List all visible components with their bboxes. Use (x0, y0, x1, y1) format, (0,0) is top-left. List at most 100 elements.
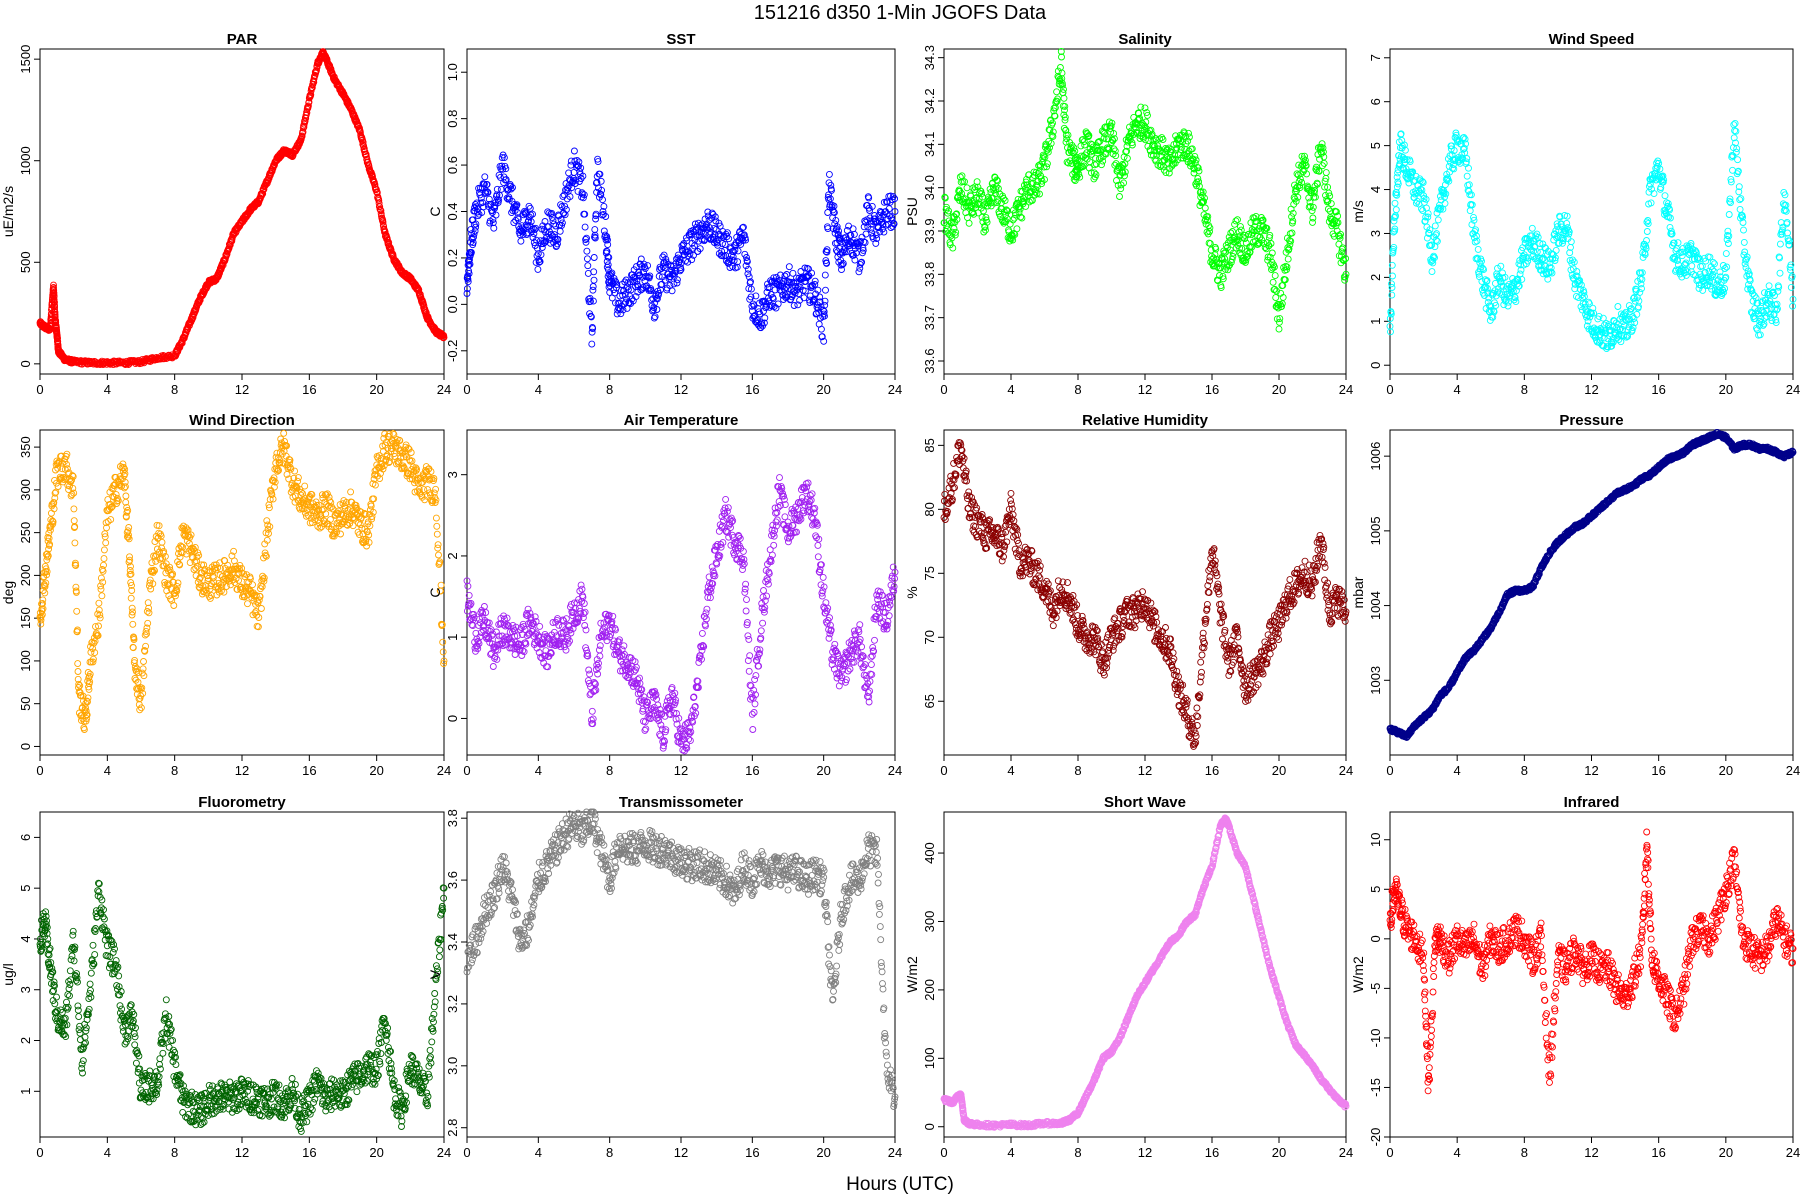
data-point (473, 208, 481, 216)
x-tick-label: 16 (1205, 382, 1219, 397)
data-point (71, 539, 79, 547)
data-point (588, 340, 596, 348)
data-point (127, 594, 135, 602)
x-tick-label: 24 (437, 763, 451, 778)
data-point (554, 240, 561, 248)
data-point (1761, 314, 1769, 322)
data-point (466, 256, 473, 264)
data-point (500, 154, 508, 162)
data-point (362, 150, 370, 158)
data-point (817, 325, 825, 333)
data-point (1740, 238, 1748, 246)
y-tick-label: 150 (18, 607, 33, 629)
data-point (785, 263, 793, 271)
data-point (850, 230, 858, 238)
data-point (965, 219, 973, 227)
data-point (533, 236, 540, 244)
data-point (490, 224, 498, 232)
data-point (39, 596, 47, 604)
data-point (584, 262, 592, 270)
data-point (158, 538, 166, 546)
x-tick-label: 20 (816, 382, 830, 397)
x-tick-label: 16 (745, 382, 759, 397)
data-point (1275, 325, 1283, 333)
x-tick-label: 8 (171, 382, 178, 397)
data-point (1474, 245, 1482, 253)
data-point (548, 209, 556, 217)
data-point (484, 188, 492, 196)
x-tick-label: 12 (1584, 382, 1598, 397)
data-point (1674, 239, 1682, 247)
data-point (1081, 141, 1089, 149)
data-point (100, 555, 108, 563)
data-point (830, 202, 838, 210)
x-tick-label: 20 (369, 382, 383, 397)
data-point (519, 231, 527, 239)
x-tick-label: 0 (463, 382, 470, 397)
data-point (528, 226, 536, 234)
data-point (469, 239, 477, 246)
data-point (1666, 223, 1674, 231)
y-tick-label: 0.4 (445, 202, 460, 220)
y-tick-label: 34.3 (922, 45, 937, 70)
series-points (36, 48, 448, 369)
data-point (298, 132, 306, 140)
data-point (825, 170, 833, 178)
data-point (530, 239, 538, 247)
data-point (481, 173, 489, 181)
x-tick-label: 24 (437, 382, 451, 397)
data-point (98, 592, 106, 600)
data-point (1271, 272, 1279, 280)
data-point (377, 210, 385, 218)
data-point (1272, 294, 1280, 302)
data-point (219, 261, 227, 269)
x-tick-label: 16 (302, 382, 316, 397)
x-tick-label: 8 (1074, 382, 1081, 397)
data-point (1643, 228, 1651, 235)
y-axis-label: PSU (904, 197, 920, 226)
data-point (73, 607, 81, 615)
data-point (472, 223, 480, 231)
y-tick-label: 1000 (18, 146, 33, 175)
data-point (574, 187, 582, 195)
data-point (600, 227, 608, 235)
data-point (1725, 211, 1733, 218)
data-point (1137, 103, 1145, 111)
data-point (1688, 262, 1696, 270)
data-point (463, 285, 471, 293)
data-point (489, 219, 497, 227)
y-tick-label: 200 (18, 565, 33, 587)
data-point (513, 201, 521, 209)
data-point (100, 546, 108, 554)
data-point (479, 199, 487, 207)
data-point (1740, 226, 1747, 234)
data-point (502, 176, 510, 184)
data-point (129, 620, 137, 628)
panel-title: PAR (227, 31, 258, 48)
data-point (581, 223, 589, 231)
data-point (1201, 204, 1209, 212)
data-point (1441, 199, 1449, 207)
data-point (527, 218, 535, 226)
x-tick-label: 8 (606, 382, 613, 397)
data-point (493, 185, 501, 193)
data-point (139, 665, 147, 673)
data-point (371, 180, 379, 188)
data-point (492, 211, 500, 219)
data-point (466, 260, 474, 268)
y-tick-label: 33.8 (922, 262, 937, 287)
data-point (546, 239, 554, 247)
data-point (570, 147, 578, 155)
data-point (313, 66, 320, 74)
figure-title: 151216 d350 1-Min JGOFS Data (754, 2, 1047, 24)
data-point (47, 509, 55, 517)
data-point (509, 184, 516, 192)
data-point (1552, 246, 1560, 254)
data-point (70, 517, 78, 525)
data-point (561, 211, 569, 219)
data-point (356, 124, 363, 132)
data-point (513, 208, 521, 216)
panel-title: Wind Speed (1549, 31, 1635, 48)
y-tick-label: 350 (18, 436, 33, 458)
